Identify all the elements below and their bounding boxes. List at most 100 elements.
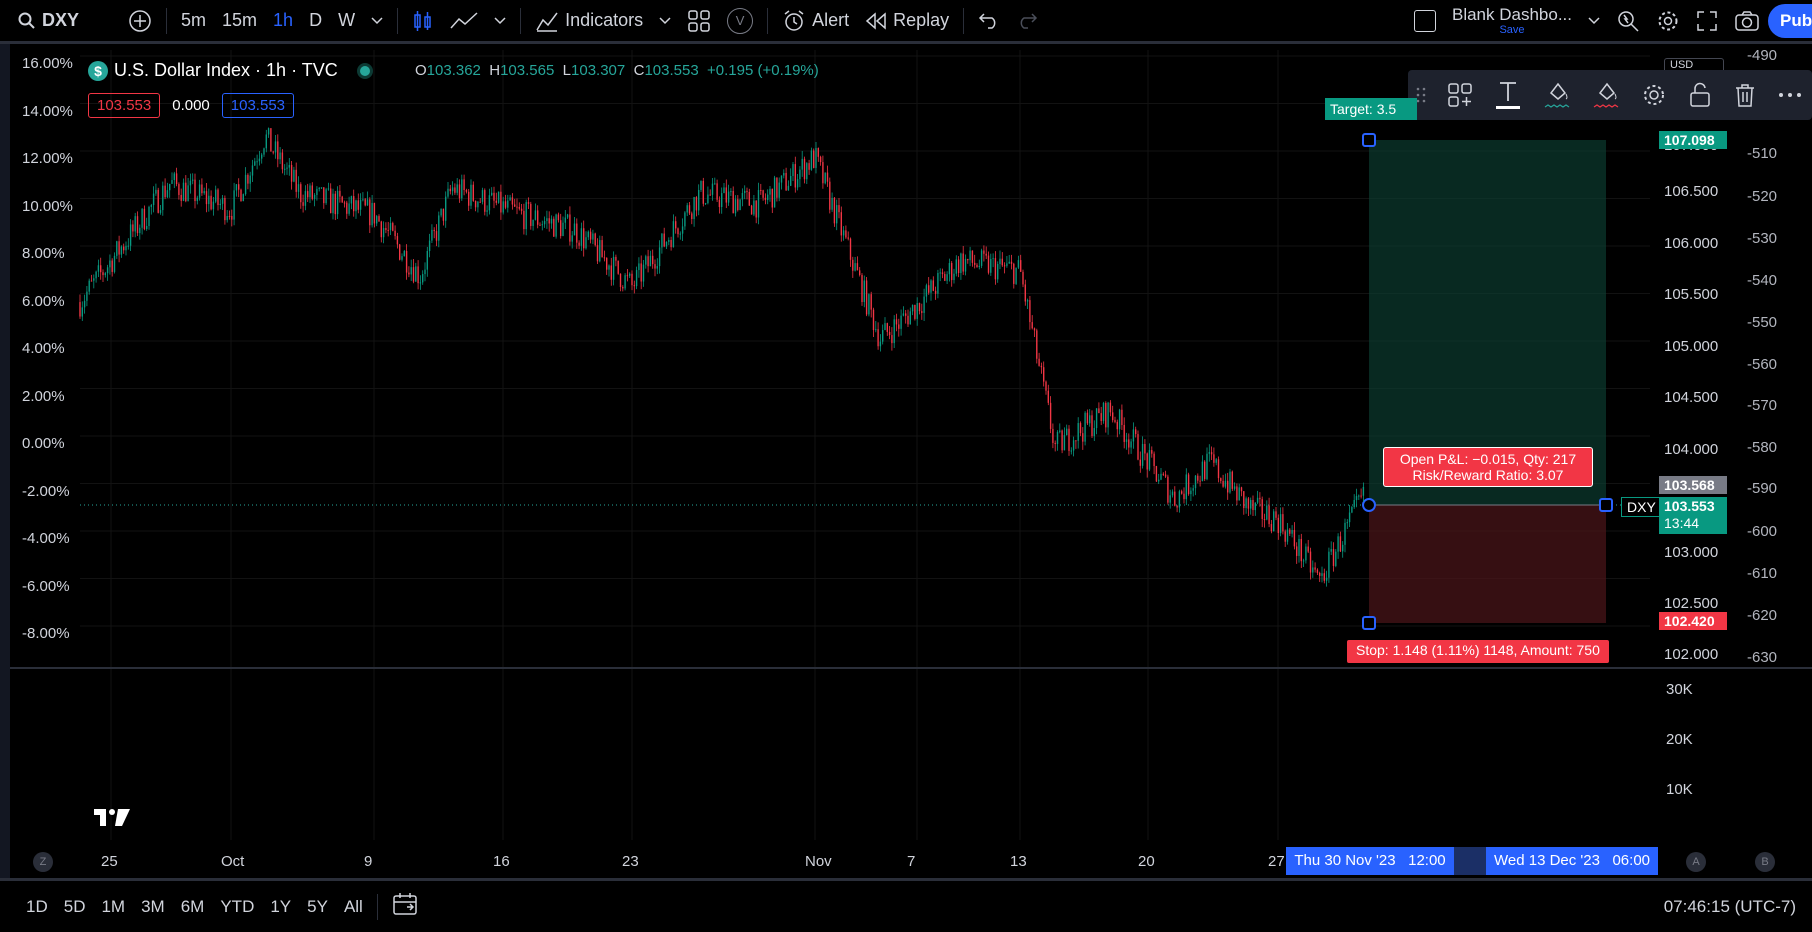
candle-body [799,169,801,180]
layout-checkbox[interactable] [1406,0,1444,43]
pnl-label[interactable]: Open P&L: −0.015, Qty: 217 Risk/Reward R… [1383,447,1593,487]
unlock-icon[interactable] [1688,82,1712,108]
candle-body [668,239,670,242]
range-5d[interactable]: 5D [63,896,86,916]
go-to-date-button[interactable] [384,892,426,921]
drag-handle-icon[interactable] [1416,85,1426,105]
candle-body [918,303,921,312]
chart-type-candles[interactable] [404,0,442,43]
range-ytd[interactable]: YTD [220,896,255,916]
pnl-tick-label: -580 [1747,439,1778,456]
current-symbol-tag: DXY [1621,497,1662,517]
quick-search-icon [1618,10,1639,32]
chart-type-dropdown[interactable] [486,0,514,43]
range-1m[interactable]: 1M [101,896,126,916]
templates-icon[interactable] [1447,82,1473,108]
chart-type-line[interactable] [442,0,486,43]
candle-body [157,189,159,213]
candle-body [217,189,219,206]
interval-d[interactable]: D [309,10,323,30]
range-all[interactable]: All [343,896,363,916]
candle-body [309,185,311,198]
candle-body [990,258,992,273]
candles-icon [414,10,431,31]
candle-body [113,255,116,272]
candle-body [638,263,640,271]
more-icon[interactable] [1778,91,1802,99]
candle-body [401,256,403,260]
indicators-dropdown[interactable] [651,0,679,43]
snapshot-button[interactable] [1726,0,1768,43]
interval-dropdown[interactable] [363,0,391,43]
symbol-search[interactable]: DXY [0,0,120,43]
range-1d[interactable]: 1D [26,896,48,916]
trash-icon[interactable] [1733,82,1757,108]
gear-icon[interactable] [1641,82,1667,108]
v-badge-button[interactable]: V [719,0,761,43]
interval-15m[interactable]: 15m [222,10,258,30]
candle-body [359,199,362,210]
fullscreen-button[interactable] [1688,0,1726,43]
symbol-title[interactable]: U.S. Dollar Index · 1h · TVC [114,60,338,80]
text-color-icon[interactable] [1494,79,1522,111]
redo-button[interactable] [1008,0,1046,43]
interval-5m[interactable]: 5m [181,10,207,30]
interval-1h[interactable]: 1h [273,10,294,30]
interval-w[interactable]: W [338,10,356,30]
axis-button-z[interactable]: Z [33,852,53,872]
pnl-tick-label: -530 [1747,230,1778,247]
clock[interactable]: 07:46:15 (UTC-7) [1663,896,1796,916]
range-5y[interactable]: 5Y [307,896,328,916]
stop-label[interactable]: Stop: 1.148 (1.11%) 1148, Amount: 750 [1347,640,1609,663]
range-6m[interactable]: 6M [180,896,205,916]
candle-body [987,255,990,273]
candle-body [619,273,622,287]
compare-symbol-button[interactable] [120,0,160,43]
candle-body [1098,408,1100,414]
quick-search-button[interactable] [1608,0,1648,43]
axis-button-a[interactable]: A [1686,852,1706,872]
publish-button[interactable]: Pub [1768,3,1812,38]
candle-body [1070,450,1072,452]
settings-button[interactable] [1648,0,1688,43]
range-3m[interactable]: 3M [141,896,165,916]
undo-button[interactable] [970,0,1008,43]
replay-button[interactable]: Replay [857,0,957,43]
candle-body [599,240,601,262]
candle-body [960,253,962,274]
candle-body [704,203,707,205]
alert-button[interactable]: Alert [774,0,857,43]
fill-color-red-icon[interactable] [1592,79,1620,111]
tradingview-logo[interactable] [92,806,132,833]
price-tick-label: 105.500 [1664,286,1719,303]
layout-grid-button[interactable] [679,0,719,43]
candle-body [612,256,615,280]
tradingview-logo-icon [94,809,130,826]
candle-body [872,309,875,331]
target-label[interactable]: Target: 3.5 [1325,98,1417,120]
candle-body [1153,453,1155,467]
candle-body [796,179,799,188]
price-tick-label: 106.500 [1664,183,1719,200]
candle-body [583,228,585,249]
camera-icon [1735,10,1759,31]
range-1y[interactable]: 1Y [270,896,292,916]
layout-dropdown[interactable] [1580,0,1608,43]
candle-body [109,260,111,268]
market-status-dot [359,65,370,76]
candle-body [189,180,192,186]
candle-body [270,128,272,152]
candle-body [1141,444,1144,466]
candle-body [541,224,543,226]
candle-body [967,258,969,261]
indicators-button[interactable]: Indicators [527,0,651,43]
candle-body [1348,512,1351,523]
fill-color-green-icon[interactable] [1543,79,1571,111]
candle-body [424,269,426,275]
candle-body [895,319,898,325]
bid-button[interactable]: 103.553 [88,93,161,118]
ask-button[interactable]: 103.553 [221,93,295,118]
candle-body [1118,409,1121,430]
axis-button-b[interactable]: B [1755,852,1775,872]
layout-name-button[interactable]: Blank Dashbo... Save [1444,0,1580,43]
